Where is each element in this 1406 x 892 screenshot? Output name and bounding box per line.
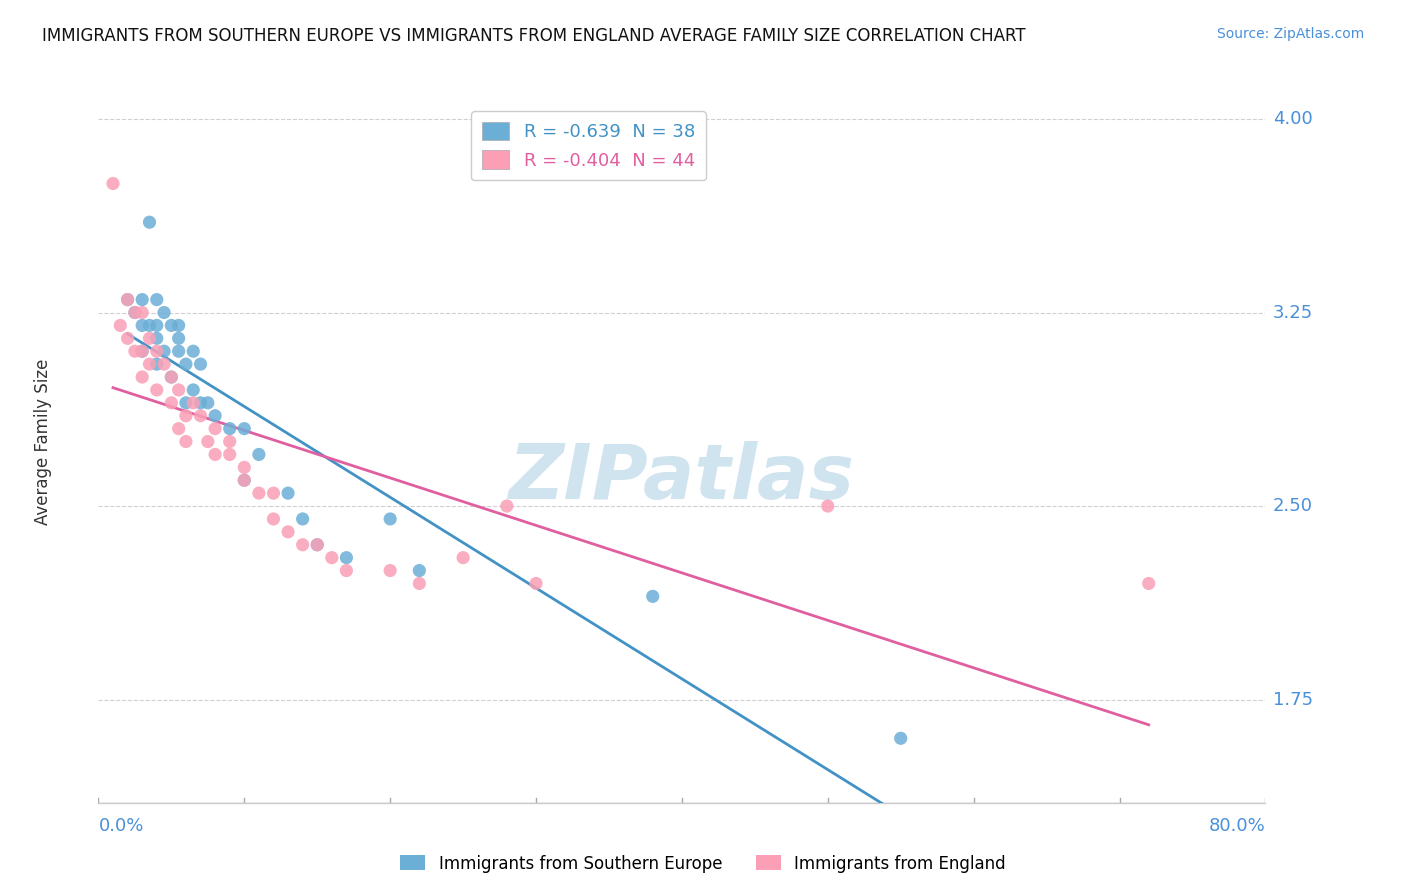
Point (277, 486, 299, 500)
Point (247, 447, 270, 461)
Point (291, 512, 314, 526)
Point (167, 318, 190, 333)
Point (335, 550, 357, 565)
Text: IMMIGRANTS FROM SOUTHERN EUROPE VS IMMIGRANTS FROM ENGLAND AVERAGE FAMILY SIZE C: IMMIGRANTS FROM SOUTHERN EUROPE VS IMMIG… (42, 27, 1026, 45)
Point (190, 357, 212, 371)
Text: 80.0%: 80.0% (1209, 817, 1265, 835)
Point (174, 409, 197, 423)
Point (146, 383, 169, 397)
Point (204, 447, 226, 461)
Point (524, 576, 547, 591)
Point (117, 331, 139, 345)
Point (146, 357, 169, 371)
Point (262, 486, 284, 500)
Point (138, 318, 160, 333)
Point (181, 383, 204, 397)
Point (181, 344, 204, 359)
Point (233, 422, 256, 436)
Point (117, 293, 139, 307)
Point (380, 564, 402, 578)
Point (124, 344, 146, 359)
Point (138, 215, 160, 229)
Point (262, 512, 284, 526)
Point (307, 538, 329, 552)
Point (496, 499, 519, 513)
Point (167, 344, 190, 359)
Point (197, 434, 219, 449)
Point (408, 564, 430, 578)
Point (817, 499, 839, 513)
Point (167, 331, 190, 345)
Point (153, 305, 176, 319)
Text: 1.75: 1.75 (1272, 690, 1313, 708)
Point (1137, 576, 1160, 591)
Text: 4.00: 4.00 (1272, 110, 1312, 128)
Point (641, 590, 664, 604)
Point (146, 344, 169, 359)
Point (146, 331, 169, 345)
Point (153, 357, 176, 371)
Point (131, 344, 153, 359)
Point (218, 422, 240, 436)
Point (167, 422, 190, 436)
Point (197, 396, 219, 410)
Point (160, 370, 183, 384)
Point (277, 524, 299, 539)
Point (131, 318, 153, 333)
Text: ZIPatlas: ZIPatlas (509, 441, 855, 515)
Text: Source: ZipAtlas.com: Source: ZipAtlas.com (1216, 27, 1364, 41)
Point (190, 396, 212, 410)
Point (307, 538, 329, 552)
Point (160, 318, 183, 333)
Point (380, 512, 402, 526)
Point (204, 422, 226, 436)
Point (174, 396, 197, 410)
Point (138, 331, 160, 345)
Point (233, 460, 256, 475)
Point (101, 177, 124, 191)
Text: 2.50: 2.50 (1272, 497, 1313, 515)
Legend: Immigrants from Southern Europe, Immigrants from England: Immigrants from Southern Europe, Immigra… (394, 848, 1012, 880)
Point (181, 396, 204, 410)
Legend: R = -0.639  N = 38, R = -0.404  N = 44: R = -0.639 N = 38, R = -0.404 N = 44 (471, 111, 706, 180)
Point (233, 473, 256, 487)
Point (204, 409, 226, 423)
Point (321, 550, 343, 565)
Point (174, 434, 197, 449)
Point (153, 344, 176, 359)
Text: Average Family Size: Average Family Size (34, 359, 52, 524)
Point (160, 396, 183, 410)
Text: 3.25: 3.25 (1272, 303, 1313, 321)
Point (138, 357, 160, 371)
Point (335, 564, 357, 578)
Point (167, 383, 190, 397)
Point (451, 550, 474, 565)
Point (890, 731, 912, 746)
Point (233, 473, 256, 487)
Point (146, 293, 169, 307)
Point (408, 576, 430, 591)
Text: 0.0%: 0.0% (98, 817, 143, 835)
Point (174, 357, 197, 371)
Point (291, 538, 314, 552)
Point (131, 370, 153, 384)
Point (117, 293, 139, 307)
Point (110, 318, 132, 333)
Point (131, 305, 153, 319)
Point (146, 318, 169, 333)
Point (160, 370, 183, 384)
Point (124, 305, 146, 319)
Point (190, 409, 212, 423)
Point (131, 344, 153, 359)
Point (218, 447, 240, 461)
Point (218, 434, 240, 449)
Point (124, 305, 146, 319)
Point (131, 293, 153, 307)
Point (247, 486, 270, 500)
